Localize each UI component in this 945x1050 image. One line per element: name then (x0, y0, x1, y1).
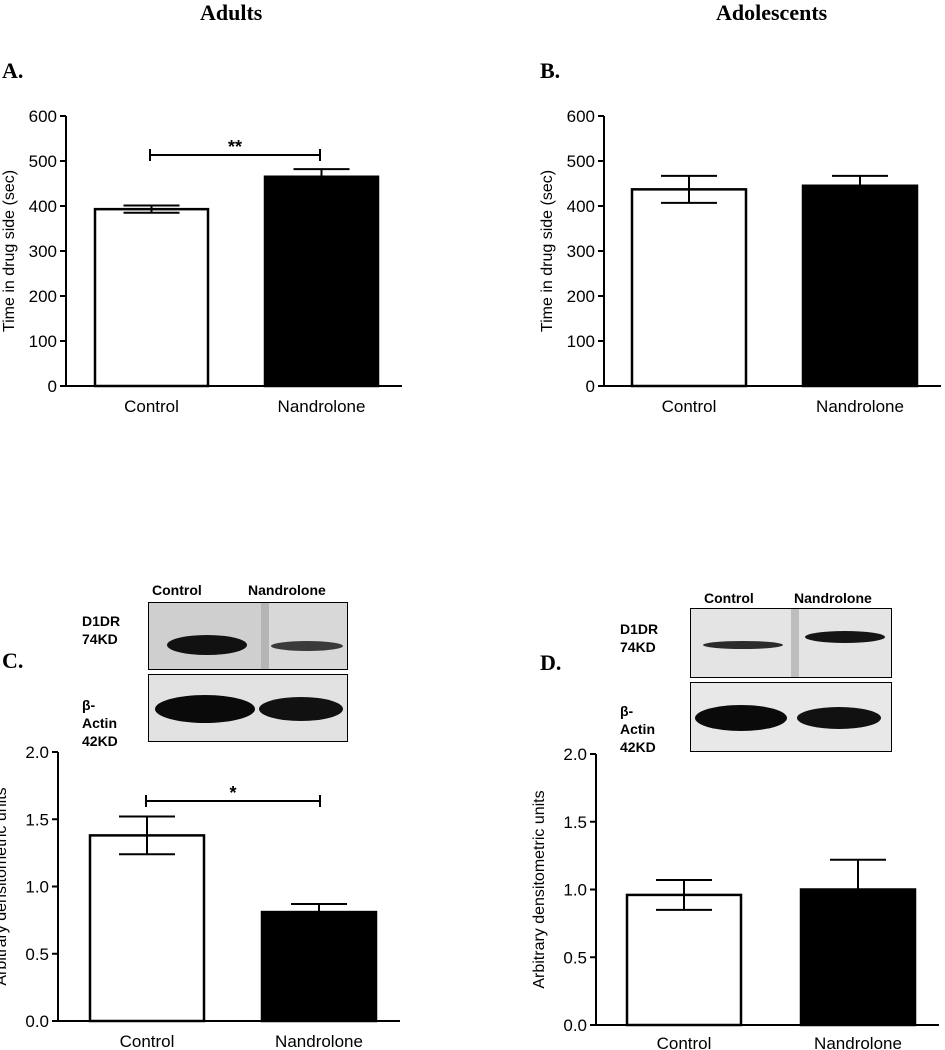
y-tick-label-d-3: 1.5 (563, 813, 587, 832)
blot-d-d1dr-kd: 74KD (620, 639, 656, 655)
y-tick-label-b-4: 400 (567, 197, 595, 216)
blot-d-protein2-label: β-Actin 42KD (620, 702, 656, 756)
blot-d-actin-kd: 42KD (620, 739, 656, 755)
x-tick-label-b-0: Control (662, 397, 717, 416)
x-tick-label-b-1: Nandrolone (816, 397, 904, 416)
y-tick-label-b-6: 600 (567, 107, 595, 126)
significance-marker-a: ** (228, 137, 242, 157)
x-tick-label-c-0: Control (120, 1032, 175, 1050)
blot-c-d1dr-band-control (167, 635, 247, 655)
y-axis-label-b: Time in drug side (sec) (539, 170, 556, 332)
blot-d-actin-band-nandrolone (797, 707, 881, 729)
y-tick-label-b-2: 200 (567, 287, 595, 306)
y-tick-label-a-5: 500 (29, 152, 57, 171)
y-tick-label-d-0: 0.0 (563, 1016, 587, 1035)
blot-d-lane-control: Control (704, 590, 754, 606)
y-axis-label-d: Arbitrary densitometric units (531, 790, 548, 988)
blot-d-d1dr-label: D1DR (620, 621, 659, 637)
y-tick-label-c-1: 0.5 (25, 945, 49, 964)
y-tick-label-b-3: 300 (567, 242, 595, 261)
blot-d-protein1-label: D1DR 74KD (620, 620, 658, 656)
y-tick-label-b-0: 0 (586, 377, 595, 396)
y-tick-label-a-3: 300 (29, 242, 57, 261)
blot-c-d1dr-band-nandrolone (271, 641, 343, 651)
blot-c-actin-label: β-Actin (82, 697, 117, 731)
x-tick-label-d-1: Nandrolone (814, 1034, 902, 1050)
y-tick-label-b-5: 500 (567, 152, 595, 171)
blot-c-protein2-label: β-Actin 42KD (82, 696, 118, 750)
y-tick-label-d-1: 0.5 (563, 948, 587, 967)
blot-d-d1dr-strip (690, 608, 892, 678)
y-tick-label-d-4: 2.0 (563, 745, 587, 764)
panel-letter-a: A. (2, 58, 24, 83)
column-title-adults: Adults (200, 0, 263, 25)
y-tick-label-a-2: 200 (29, 287, 57, 306)
panel-letter-c: C. (2, 648, 24, 673)
y-tick-label-b-1: 100 (567, 332, 595, 351)
x-tick-label-a-1: Nandrolone (278, 397, 366, 416)
bar-a-nandrolone (263, 175, 380, 388)
blot-d-d1dr-band-nandrolone (805, 631, 885, 643)
y-axis-label-a: Time in drug side (sec) (1, 170, 18, 332)
blot-c-protein1-label: D1DR 74KD (82, 612, 120, 648)
y-tick-label-c-2: 1.0 (25, 878, 49, 897)
bar-d-nandrolone (799, 888, 917, 1027)
blot-d-lane-nandrolone: Nandrolone (794, 590, 872, 606)
blot-c-lane-nandrolone: Nandrolone (248, 582, 326, 598)
blot-c-actin-strip (148, 674, 348, 742)
y-tick-label-a-4: 400 (29, 197, 57, 216)
blot-c-actin-band-control (155, 695, 255, 723)
bar-a-control (93, 207, 210, 388)
bar-d-control (625, 893, 743, 1027)
y-tick-label-a-1: 100 (29, 332, 57, 351)
blot-c-actin-band-nandrolone (259, 697, 343, 721)
y-tick-label-d-2: 1.0 (563, 881, 587, 900)
blot-c-d1dr-label: D1DR (82, 613, 121, 629)
blot-c-actin-kd: 42KD (82, 733, 118, 749)
column-title-adolescents: Adolescents (716, 0, 828, 25)
bar-b-nandrolone (801, 184, 919, 388)
x-tick-label-c-1: Nandrolone (275, 1032, 363, 1050)
y-tick-label-c-3: 1.5 (25, 810, 49, 829)
blot-d-actin-strip (690, 682, 892, 752)
significance-marker-c: * (229, 783, 236, 803)
blot-c-d1dr-kd: 74KD (82, 631, 118, 647)
panel-letter-b: B. (540, 58, 561, 83)
panel-letter-d: D. (540, 650, 562, 675)
blot-d-d1dr-band-control (703, 641, 783, 649)
blot-d-actin-band-control (695, 705, 787, 731)
blot-d-actin-label: β-Actin (620, 703, 655, 737)
y-axis-label-c: Arbitrary densitometric units (0, 787, 10, 985)
x-tick-label-a-0: Control (124, 397, 179, 416)
bar-c-control (88, 834, 206, 1023)
y-tick-label-c-4: 2.0 (25, 743, 49, 762)
blot-c-d1dr-strip (148, 602, 348, 670)
bar-b-control (630, 188, 748, 388)
x-tick-label-d-0: Control (657, 1034, 712, 1050)
y-tick-label-a-0: 0 (48, 377, 57, 396)
bar-c-nandrolone (260, 910, 378, 1023)
y-tick-label-c-0: 0.0 (25, 1012, 49, 1031)
y-tick-label-a-6: 600 (29, 107, 57, 126)
blot-c-lane-control: Control (152, 582, 202, 598)
